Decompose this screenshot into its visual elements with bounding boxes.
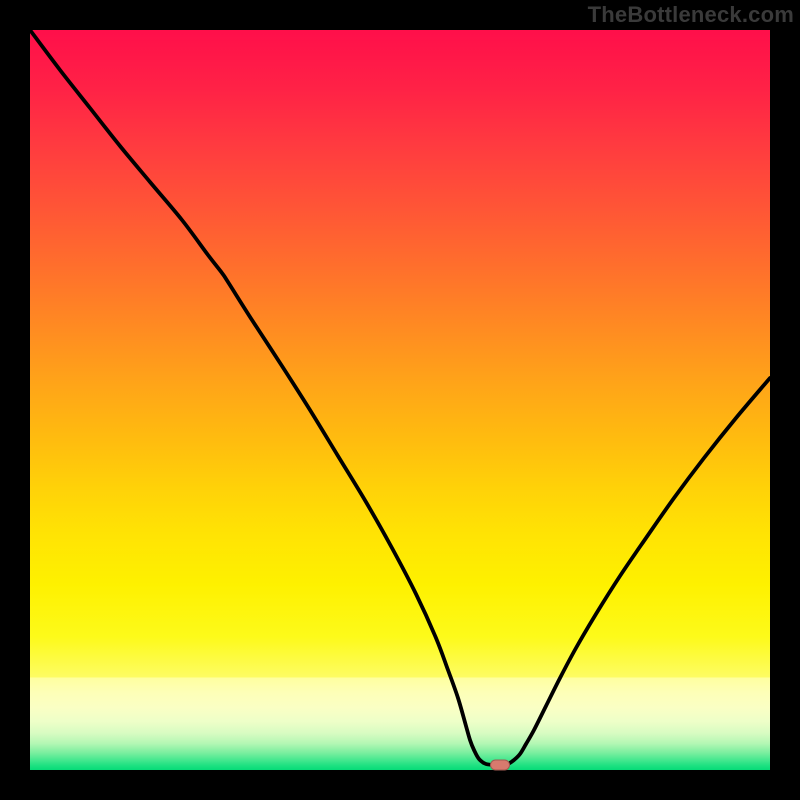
watermark-text: TheBottleneck.com <box>588 2 794 28</box>
optimal-point-marker <box>490 760 510 771</box>
bottleneck-curve <box>30 30 770 770</box>
plot-area <box>30 30 770 770</box>
